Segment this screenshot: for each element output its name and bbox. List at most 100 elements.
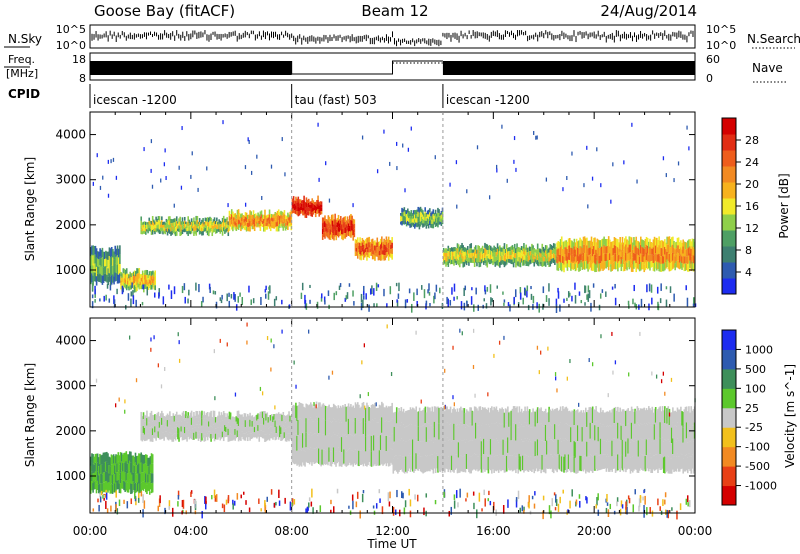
echo-cell [179,420,181,427]
echo-cell [580,253,583,261]
echo-cell [407,455,409,472]
echo-cell [433,212,436,216]
echo-cell [122,454,124,464]
echo-cell [124,274,127,280]
echo-cell [366,402,368,419]
echo-cell [256,432,258,439]
echo-cell [143,471,146,481]
echo-cell [536,254,539,261]
echo-cell [141,225,144,229]
echo-cell [135,281,137,287]
echo-cell [672,252,674,261]
scatter-echo [133,285,136,293]
scatter-echo [361,135,364,140]
echo-cell [667,253,670,262]
echo-cell [640,438,642,454]
echo-cell [296,420,298,436]
echo-cell [445,257,447,263]
echo-cell [378,419,381,436]
echo-cell [454,247,456,252]
echo-cell [353,421,356,436]
echo-cell [652,247,655,256]
colorbar-cell [722,182,736,199]
power-heatmap [90,120,697,313]
echo-cell [328,233,331,240]
echo-cell [580,455,583,472]
echo-cell [289,211,291,216]
scatter-echo [300,292,303,300]
echo-cell [154,280,157,286]
echo-cell [298,207,301,212]
scatter-echo [94,285,96,295]
echo-cell [450,427,453,442]
echo-cell [303,200,305,206]
echo-cell [208,231,210,237]
echo-cell [573,261,576,270]
echo-cell [688,255,690,264]
echo-cell [263,410,265,418]
echo-cell [314,209,317,214]
echo-cell [367,405,369,421]
echo-cell [146,269,149,276]
echo-cell [124,482,126,492]
echo-cell [161,417,163,425]
echo-cell [279,212,281,217]
echo-cell [195,417,198,425]
echo-cell [150,426,153,434]
echo-cell [447,256,450,262]
echo-cell [354,417,357,434]
echo-cell [299,434,302,450]
echo-cell [318,205,321,210]
scatter-echo [206,166,208,171]
echo-cell [633,426,635,442]
echo-cell [552,258,555,264]
scatter-echo [221,294,223,300]
echo-cell [209,412,211,419]
echo-cell [122,268,125,274]
echo-cell [177,421,179,428]
scatter-echo [665,173,667,178]
echo-cell [369,241,372,246]
echo-cell [668,425,671,442]
echo-cell [93,245,96,255]
echo-cell [497,256,500,262]
echo-cell [194,421,196,428]
echo-cell [634,260,636,268]
echo-cell [282,418,285,426]
echo-cell [205,221,208,226]
echo-cell [516,248,518,255]
echo-cell [219,421,222,428]
echo-cell [233,217,235,221]
echo-cell [181,225,184,230]
echo-cell [439,218,442,222]
echo-cell [604,253,607,262]
echo-cell [619,423,621,440]
echo-cell [433,452,436,469]
echo-cell [470,248,473,253]
echo-cell [661,437,664,454]
echo-cell [232,211,234,217]
echo-cell [442,247,445,253]
echo-cell [100,249,103,259]
echo-cell [419,221,422,227]
echo-cell [576,457,579,474]
echo-cell [238,212,241,217]
echo-cell [201,433,203,441]
echo-cell [326,228,329,233]
echo-cell [484,247,486,253]
echo-cell [157,228,160,233]
echo-cell [573,409,576,426]
echo-cell [127,281,129,285]
noise-left-tick-top: 10^5 [56,23,86,36]
echo-cell [385,435,388,452]
echo-cell [410,454,413,470]
echo-cell [617,255,619,264]
echo-cell [249,433,251,441]
echo-cell [418,207,421,214]
echo-cell [481,258,484,263]
echo-cell [615,440,618,457]
echo-cell [637,248,640,256]
echo-cell [95,453,98,464]
echo-cell [125,268,128,274]
echo-cell [448,454,451,470]
